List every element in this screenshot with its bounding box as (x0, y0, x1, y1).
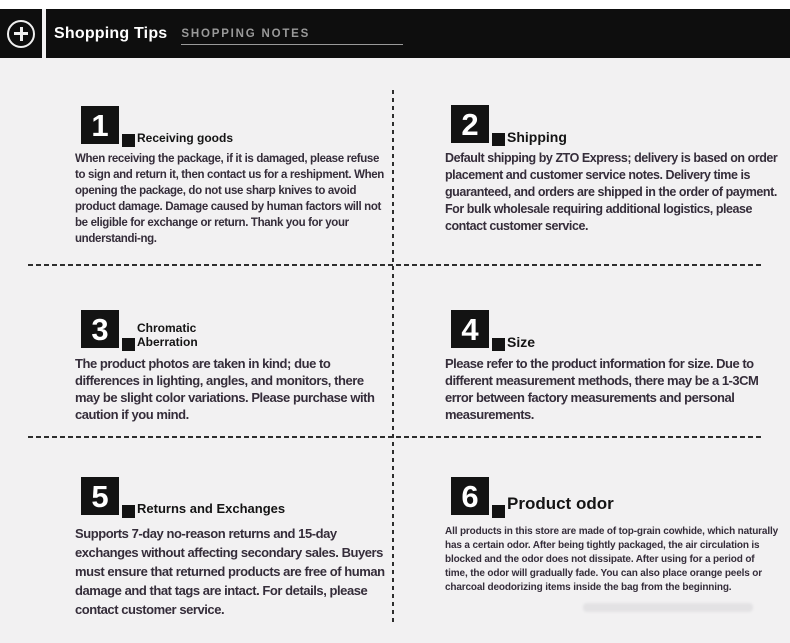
section-number-badge: 4 (451, 310, 505, 351)
section-body-text: Please refer to the product information … (445, 356, 759, 422)
section-label: Returns and Exchanges (137, 501, 286, 517)
page-title: Shopping Tips (54, 24, 168, 42)
section-label: Chromatic Aberration (137, 321, 198, 350)
row-dashed-divider-1 (28, 264, 761, 266)
section-number: 1 (91, 107, 109, 143)
section-label: Product odor (507, 494, 614, 514)
section-label: Shipping (507, 128, 567, 145)
section-header: 6 Product odor (445, 474, 779, 518)
section-number-badge: 2 (451, 105, 505, 146)
row-dashed-divider-2 (28, 436, 761, 438)
section-header: 2 Shipping (445, 102, 779, 146)
section-header: 4 Size (445, 307, 779, 351)
page-subtitle: SHOPPING NOTES (181, 28, 404, 45)
section-label: Receiving goods (137, 131, 234, 146)
section-number-badge: 6 (451, 477, 505, 518)
section-body-text: Default shipping by ZTO Express; deliver… (445, 151, 778, 233)
column-dashed-divider (392, 90, 394, 623)
section-number-badge: 3 (81, 310, 135, 351)
section-header: 1 Receiving goods (75, 103, 391, 147)
section-size: 4 Size Please refer to the product infor… (445, 307, 779, 423)
section-header: 5 Returns and Exchanges (75, 474, 391, 518)
section-shipping: 2 Shipping Default shipping by ZTO Expre… (445, 102, 779, 235)
section-receiving-goods: 1 Receiving goods When receiving the pac… (75, 103, 391, 247)
section-number: 3 (91, 311, 109, 347)
section-number-badge: 5 (81, 477, 135, 518)
section-number: 2 (461, 106, 479, 142)
section-body-text: All products in this store are made of t… (445, 526, 778, 593)
erased-watermark-artifact (583, 603, 753, 612)
header-bar: Shopping Tips SHOPPING NOTES (46, 9, 790, 58)
plus-circle-icon (7, 19, 35, 48)
section-body-text: Supports 7-day no-reason returns and 15-… (75, 526, 385, 617)
section-body-text: When receiving the package, if it is dam… (75, 153, 384, 245)
section-returns-exchanges: 5 Returns and Exchanges Supports 7-day n… (75, 474, 391, 619)
section-header: 3 Chromatic Aberration (75, 307, 391, 351)
header-icon-box (0, 9, 42, 58)
section-number: 6 (461, 478, 479, 514)
top-white-strip (0, 0, 790, 9)
section-number: 4 (461, 311, 479, 347)
section-body-text: The product photos are taken in kind; du… (75, 356, 375, 422)
section-chromatic-aberration: 3 Chromatic Aberration The product photo… (75, 307, 391, 423)
section-number-badge: 1 (81, 106, 135, 147)
section-label: Size (507, 333, 536, 350)
section-number: 5 (91, 478, 109, 514)
section-product-odor: 6 Product odor All products in this stor… (445, 474, 779, 595)
